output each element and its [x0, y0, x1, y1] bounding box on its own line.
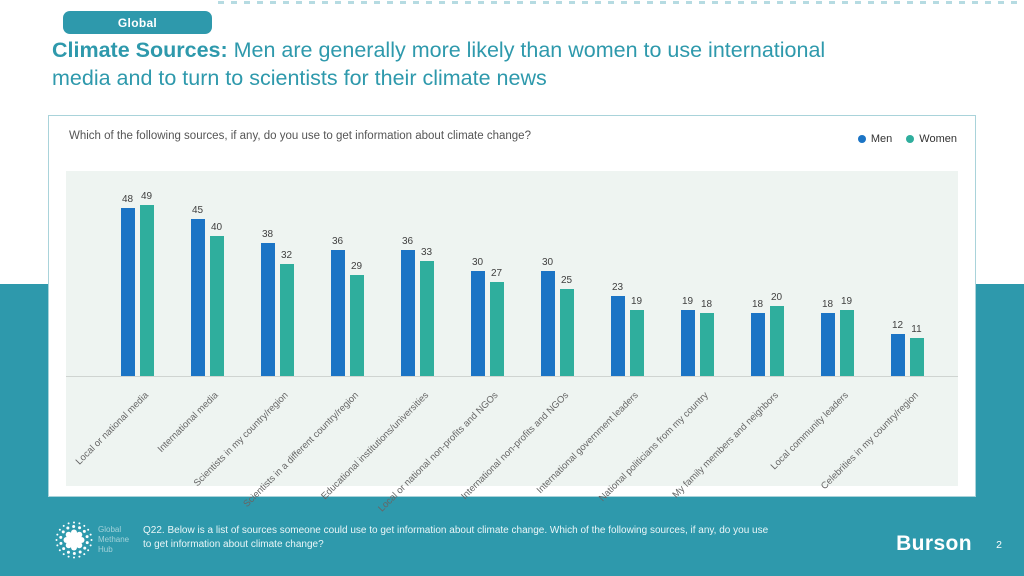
bar-women: 19: [839, 296, 854, 376]
bar-women: 20: [769, 292, 784, 376]
chart-question: Which of the following sources, if any, …: [69, 130, 531, 142]
bar-value-label: 30: [471, 257, 484, 268]
x-axis-line: [66, 376, 958, 377]
bar-men: 30: [540, 257, 555, 376]
bar-value-label: 11: [911, 323, 922, 335]
bar-women: 11: [909, 324, 924, 376]
bar-women: 19: [629, 296, 644, 376]
bar-men: 48: [120, 194, 135, 376]
legend-label-men: Men: [870, 133, 893, 145]
bar-men: 36: [330, 236, 345, 376]
slide-title: Climate Sources: Men are generally more …: [52, 36, 832, 92]
bar-men: 12: [890, 320, 905, 376]
footnote-line2: to get information about climate change?: [143, 538, 324, 550]
category-label: Local or national media: [73, 390, 151, 468]
legend-item-men: Men: [857, 133, 893, 145]
slide-title-bold: Climate Sources:: [52, 38, 228, 62]
bar-group: 19 18: [680, 171, 714, 376]
question-footnote: Q22. Below is a list of sources someone …: [143, 524, 768, 551]
bar-value-label: 36: [331, 236, 344, 247]
bar-women: 29: [349, 261, 364, 376]
bar-group: 36 33: [400, 171, 434, 376]
bar-group: 18 20: [750, 171, 784, 376]
legend-dot-men-icon: [857, 135, 866, 143]
region-badge: Global: [63, 11, 212, 34]
bar-value-label: 40: [210, 222, 223, 233]
chart-card: Which of the following sources, if any, …: [48, 115, 976, 514]
bar-value-label: 23: [611, 281, 624, 293]
bar-women: 25: [559, 275, 574, 376]
bar-value-label: 18: [821, 299, 834, 310]
bar-men: 36: [400, 236, 415, 376]
bar-value-label: 49: [140, 190, 153, 202]
category-label: International media: [155, 390, 221, 455]
bar-value-label: 30: [541, 257, 554, 268]
bar-group: 30 27: [470, 171, 504, 376]
global-methane-hub-logo-icon: [55, 521, 93, 559]
bar-men: 19: [680, 296, 695, 376]
bar-men: 18: [820, 299, 835, 376]
bar-group: 23 19: [610, 171, 644, 376]
bar-value-label: 25: [560, 274, 573, 286]
bar-men: 23: [610, 282, 625, 376]
bar-value-label: 48: [121, 194, 134, 205]
bar-value-label: 36: [401, 236, 414, 247]
bar-group: 12 11: [890, 171, 924, 376]
region-badge-label: Global: [117, 15, 158, 30]
bar-women: 33: [419, 247, 434, 376]
bar-group: 45 40: [190, 171, 224, 376]
slide-title-rest: Men are generally more likely than women…: [52, 38, 826, 90]
bar-women: 40: [209, 222, 224, 376]
bar-value-label: 45: [191, 204, 204, 216]
bar-value-label: 18: [751, 299, 764, 310]
legend-dot-women-icon: [906, 135, 915, 143]
bar-group: 48 49: [120, 171, 154, 376]
global-methane-hub-logo-text: Global Methane Hub: [98, 525, 129, 555]
bar-value-label: 18: [700, 299, 713, 310]
bar-value-label: 27: [490, 267, 503, 279]
bar-men: 45: [190, 205, 205, 376]
bar-value-label: 19: [681, 295, 694, 307]
category-label: Local or national non-profits and NGOs: [376, 390, 501, 515]
top-dotted-strip: [218, 1, 1024, 4]
bar-value-label: 20: [770, 292, 783, 303]
bar-value-label: 32: [280, 250, 293, 261]
legend-item-women: Women: [906, 133, 957, 145]
bar-group: 30 25: [540, 171, 574, 376]
category-label: Local community leaders: [768, 390, 851, 473]
category-label: Scientists in a different country/region: [241, 390, 361, 510]
bar-value-label: 38: [261, 229, 274, 240]
logo-text-line1: Global: [98, 525, 122, 534]
bar-women: 32: [279, 250, 294, 376]
bar-women: 49: [139, 191, 154, 376]
logo-text-line2: Methane: [98, 535, 130, 544]
legend-label-women: Women: [919, 133, 957, 145]
bar-men: 38: [260, 229, 275, 376]
chart-legend: Men Women: [857, 133, 957, 145]
bar-value-label: 33: [420, 246, 433, 258]
bar-women: 18: [699, 299, 714, 376]
bar-women: 27: [489, 268, 504, 376]
bar-group: 36 29: [330, 171, 364, 376]
page-number: 2: [996, 539, 1002, 551]
bar-group: 38 32: [260, 171, 294, 376]
bar-value-label: 19: [840, 295, 853, 307]
logo-text-line3: Hub: [98, 545, 113, 554]
footnote-line1: Q22. Below is a list of sources someone …: [143, 525, 769, 536]
bar-value-label: 12: [891, 320, 904, 331]
bar-value-label: 19: [630, 295, 643, 307]
bar-men: 30: [470, 257, 485, 376]
bar-men: 18: [750, 299, 765, 376]
burson-logo: Burson: [896, 532, 972, 555]
bar-group: 18 19: [820, 171, 854, 376]
bar-value-label: 29: [350, 260, 363, 272]
plot-area: 48 49 Local or national media 45 40 Internati…: [66, 171, 958, 514]
